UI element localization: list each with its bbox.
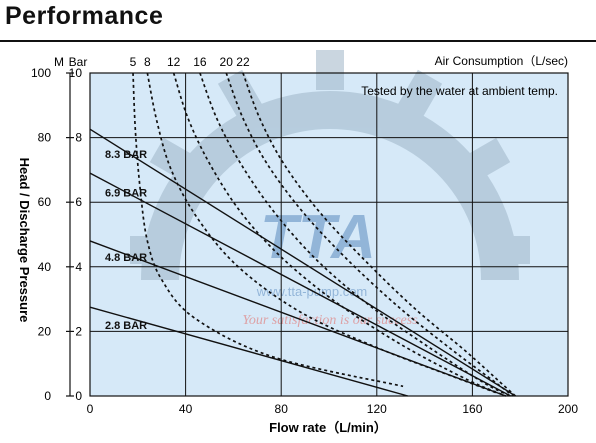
y-tick-label-m: 100 <box>31 66 51 80</box>
watermark-tagline: Your satisfaction is our success <box>242 313 418 328</box>
y-tick-label-bar: 0 <box>75 389 82 403</box>
y-tick-label-m: 80 <box>38 131 52 145</box>
gear-tooth <box>397 69 443 119</box>
y-tick-label-bar: 8 <box>75 131 82 145</box>
pressure-curve <box>89 306 409 397</box>
air-curve-20 <box>225 72 514 397</box>
x-tick-label: 120 <box>367 402 387 416</box>
x-tick-label: 80 <box>275 402 289 416</box>
y-tick-label-bar: 2 <box>75 324 82 338</box>
x-tick-label: 160 <box>462 402 482 416</box>
watermark-logo <box>130 50 530 281</box>
series-label: 6.9 BAR <box>105 188 147 200</box>
y-tick-label-bar: 10 <box>69 66 83 80</box>
annotation-text: Tested by the water at ambient temp. <box>361 84 558 98</box>
air-curve-16 <box>199 72 512 397</box>
y-tick-label-m: 40 <box>38 260 52 274</box>
top-tick-label: 22 <box>236 55 250 69</box>
y-unit-bar: Bar <box>69 55 88 69</box>
pressure-curve <box>89 172 511 397</box>
y-tick-label-bar: 4 <box>75 260 82 274</box>
y-unit-m: M <box>54 55 64 69</box>
y-tick-label-m: 0 <box>44 389 51 403</box>
x-tick-label: 40 <box>179 402 193 416</box>
watermark-url: www.tta-pump.com <box>256 284 368 299</box>
top-tick-label: 12 <box>167 55 181 69</box>
x-tick-label: 200 <box>558 402 578 416</box>
pressure-curves <box>89 128 516 397</box>
pressure-curve <box>89 128 516 397</box>
title-divider <box>0 40 596 42</box>
pressure-curve <box>89 240 507 397</box>
air-curve-5 <box>132 72 404 388</box>
gear-tooth <box>316 50 344 90</box>
y-tick-label-m: 60 <box>38 195 52 209</box>
y-tick-label-m: 20 <box>38 324 52 338</box>
x-tick-label: 0 <box>87 402 94 416</box>
page-title: Performance <box>5 2 164 30</box>
y-tick-label-bar: 6 <box>75 195 82 209</box>
top-tick-label: 8 <box>144 55 151 69</box>
gear-ring <box>141 91 519 281</box>
y-axis-label: Head / Discharge Pressure <box>17 158 32 323</box>
top-axis-label: Air Consumption（L/sec) <box>435 54 568 68</box>
series-label: 4.8 BAR <box>105 252 147 264</box>
curve-labels: 8.3 BAR 6.9 BAR 4.8 BAR 2.8 BAR <box>105 149 147 332</box>
top-tick-label: 20 <box>220 55 234 69</box>
plot-frame <box>89 72 569 397</box>
series-label: 8.3 BAR <box>105 149 147 161</box>
gear-tooth <box>217 69 263 119</box>
x-axis-label: Flow rate（L/min） <box>269 420 387 435</box>
top-tick-label: 5 <box>130 55 137 69</box>
top-tick-label: 16 <box>193 55 207 69</box>
series-label: 2.8 BAR <box>105 320 147 332</box>
